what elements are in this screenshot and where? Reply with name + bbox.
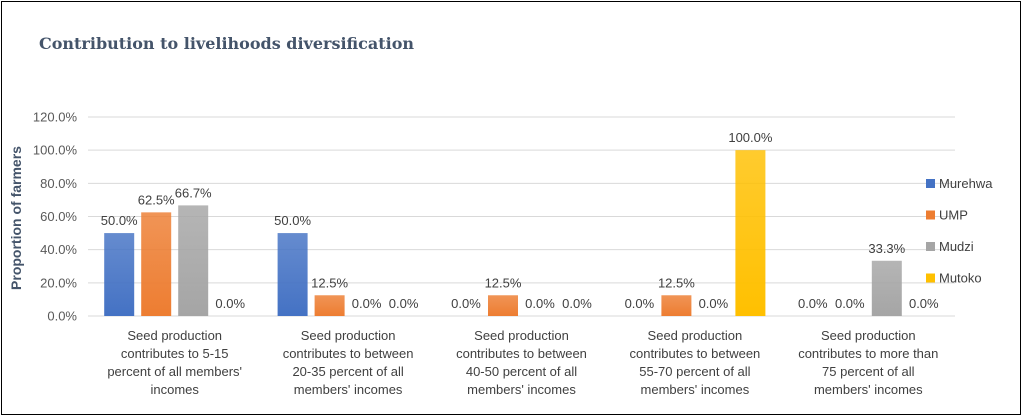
legend-swatch-ump xyxy=(926,210,935,220)
x-category-label: members' incomes xyxy=(294,382,403,397)
bar-mudzi xyxy=(871,260,902,316)
y-tick-label: 80.0% xyxy=(40,176,77,191)
x-category-label: contributes to more than xyxy=(798,346,938,361)
x-category-label: 40-50 percent of all xyxy=(466,364,577,379)
bar-murehwa xyxy=(104,233,135,316)
data-label: 0.0% xyxy=(798,296,828,311)
y-tick-label: 40.0% xyxy=(40,242,77,257)
data-label: 33.3% xyxy=(868,241,905,256)
data-label: 12.5% xyxy=(311,275,348,290)
y-tick-label: 60.0% xyxy=(40,209,77,224)
x-category-label: percent of all members' xyxy=(107,364,242,379)
x-category-label: Seed production xyxy=(301,328,396,343)
y-tick-label: 0.0% xyxy=(47,309,77,324)
x-axis-categories: Seed production contributes to 5-15 percen… xyxy=(107,328,938,397)
x-category-label: contributes to between xyxy=(283,346,414,361)
data-label: 0.0% xyxy=(909,296,939,311)
data-label: 0.0% xyxy=(451,296,481,311)
data-label: 0.0% xyxy=(389,296,419,311)
x-category-label: Seed production xyxy=(474,328,569,343)
legend-label: Mutoko xyxy=(939,271,982,286)
x-category-label: contributes to between xyxy=(629,346,760,361)
data-label: 0.0% xyxy=(625,296,655,311)
legend-swatch-mutoko xyxy=(926,273,935,283)
legend-swatch-murehwa xyxy=(926,179,935,188)
data-label: 12.5% xyxy=(658,275,695,290)
x-category-label: 75 percent of all xyxy=(822,364,915,379)
bar-murehwa xyxy=(277,233,308,316)
gridlines xyxy=(88,116,955,317)
x-category-label: members' incomes xyxy=(641,382,750,397)
data-label: 0.0% xyxy=(525,296,555,311)
y-axis-label: Proportion of farmers xyxy=(8,146,24,290)
data-label: 50.0% xyxy=(101,213,138,228)
y-tick-label: 120.0% xyxy=(33,110,78,125)
bar-ump xyxy=(661,295,692,316)
y-tick-label: 20.0% xyxy=(40,275,77,290)
data-label: 0.0% xyxy=(215,296,245,311)
bar-ump xyxy=(314,295,345,316)
data-label: 0.0% xyxy=(562,296,592,311)
legend-label: UMP xyxy=(939,208,968,223)
bar-mudzi xyxy=(178,205,209,316)
data-label: 12.5% xyxy=(485,275,522,290)
data-label: 0.0% xyxy=(699,296,729,311)
x-category-label: 20-35 percent of all xyxy=(292,364,403,379)
chart-title: Contribution to livelihoods diversificat… xyxy=(39,34,415,53)
data-label: 0.0% xyxy=(835,296,865,311)
data-label: 0.0% xyxy=(352,296,382,311)
x-category-label: Seed production xyxy=(648,328,743,343)
x-category-label: Seed production xyxy=(821,328,916,343)
x-category-label: members' incomes xyxy=(814,382,923,397)
y-tick-label: 100.0% xyxy=(33,143,78,158)
x-category-label: contributes to 5-15 xyxy=(121,346,229,361)
legend-label: Mudzi xyxy=(939,239,974,254)
bars xyxy=(104,150,902,316)
x-category-label: Seed production xyxy=(127,328,222,343)
bar-ump xyxy=(488,295,518,316)
data-label: 62.5% xyxy=(138,192,175,207)
x-category-label: 55-70 percent of all xyxy=(639,364,750,379)
legend-label: Murehwa xyxy=(939,176,993,191)
bar-mutoko xyxy=(735,150,766,316)
x-category-label: contributes to between xyxy=(456,346,587,361)
legend: Murehwa UMP Mudzi Mutoko xyxy=(926,176,993,286)
x-category-label: incomes xyxy=(150,382,199,397)
bar-ump xyxy=(141,212,172,316)
data-labels: 50.0%62.5% 66.7%0.0%50.0%12.5%0.0% 0.0% 0.0… xyxy=(101,130,939,311)
data-label: 66.7% xyxy=(175,185,212,200)
x-category-label: members' incomes xyxy=(467,382,576,397)
y-axis-ticks: 0.0% 20.0% 40.0% 60.0% 80.0% 100.0% 120.0% xyxy=(33,110,78,324)
data-label: 100.0% xyxy=(728,130,773,145)
data-label: 50.0% xyxy=(274,213,311,228)
legend-swatch-mudzi xyxy=(926,242,935,251)
